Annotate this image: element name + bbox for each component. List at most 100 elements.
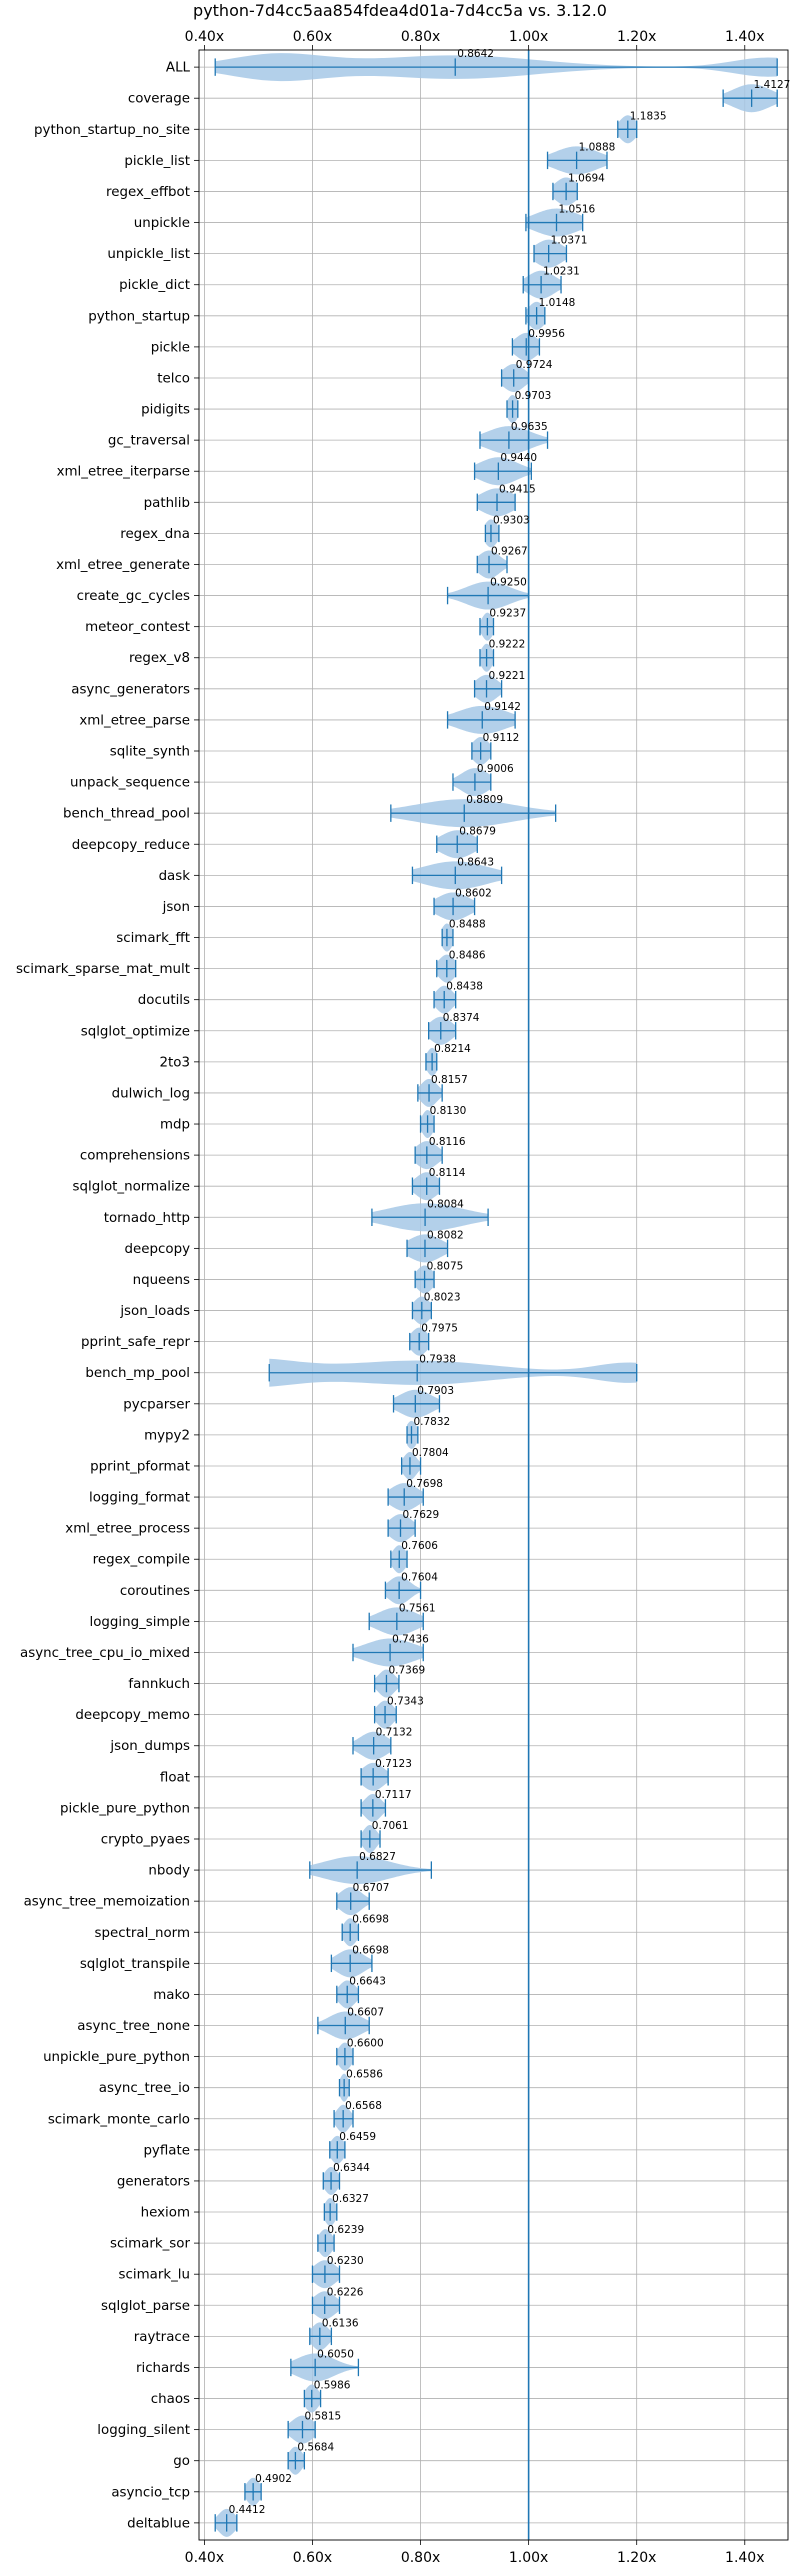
benchmark-label: spectral_norm [95,1926,190,1941]
benchmark-label: logging_format [89,1491,190,1506]
data-label: 0.8130 [430,1105,467,1117]
benchmark-label: regex_dna [120,527,190,542]
benchmark-label: async_tree_memoization [24,1895,190,1910]
benchmark-label: async_tree_io [99,2081,190,2096]
data-label: 0.8679 [459,825,496,837]
data-label: 0.9440 [500,452,537,464]
benchmark-label: pickle_list [124,154,190,169]
data-label: 0.9142 [484,701,521,713]
data-label: 0.8023 [424,1292,461,1304]
benchmark-label: json_loads [119,1304,190,1319]
data-label: 1.0888 [579,141,616,153]
benchmark-label: pprint_safe_repr [81,1335,190,1350]
benchmark-label: json [162,900,190,915]
benchmark-label: regex_v8 [129,651,190,666]
x-tick-label-bottom: 0.80x [401,2550,440,2566]
benchmark-label: sqlite_synth [110,745,190,760]
data-label: 0.9221 [489,670,526,682]
x-tick-label-bottom: 1.40x [725,2550,764,2566]
data-label: 0.8082 [427,1229,464,1241]
benchmark-label: xml_etree_generate [56,558,190,573]
plot-frame [198,49,789,2541]
benchmark-label: mypy2 [144,1428,190,1443]
data-label: 0.6050 [317,2348,354,2360]
data-label: 0.6698 [352,1944,389,1956]
benchmark-label: docutils [138,993,190,1008]
benchmark-label: nqueens [133,1273,190,1288]
benchmark-label: generators [117,2174,190,2189]
data-label: 1.0516 [559,204,596,216]
benchmark-label: scimark_lu [119,2268,190,2283]
benchmark-label: async_generators [71,682,190,697]
data-label: 0.6344 [333,2162,370,2174]
benchmark-label: tornado_http [104,1211,190,1226]
benchmark-label: crypto_pyaes [101,1832,190,1847]
benchmark-label: pickle_pure_python [60,1801,190,1816]
data-label: 0.7436 [392,1633,429,1645]
data-label: 0.9724 [516,359,553,371]
data-label: 0.7832 [413,1416,450,1428]
benchmark-label: sqlglot_normalize [73,1180,190,1195]
benchmark-label: unpickle [134,216,190,231]
data-label: 0.6226 [327,2286,364,2298]
benchmark-label: async_tree_cpu_io_mixed [20,1646,190,1661]
benchmark-label: coverage [128,92,190,107]
data-label: 0.6698 [352,1913,389,1925]
benchmark-label: unpack_sequence [70,776,190,791]
data-label: 0.8643 [457,856,494,868]
data-label: 0.7561 [399,1602,436,1614]
benchmark-label: pidigits [141,403,190,418]
benchmark-label: pyflate [143,2143,190,2158]
data-label: 0.7606 [401,1540,438,1552]
data-label: 1.1835 [630,110,667,122]
data-label: 0.4902 [255,2473,292,2485]
data-label: 0.7903 [417,1385,454,1397]
data-label: 0.7604 [401,1571,438,1583]
x-tick-label-top: 1.20x [617,29,656,45]
benchmark-label: sqlglot_transpile [80,1957,190,1972]
benchmark-label: deepcopy_reduce [72,838,190,853]
data-label: 1.0148 [539,297,576,309]
data-label: 0.6643 [349,1975,386,1987]
data-label: 0.9237 [489,608,526,620]
data-label: 0.9415 [499,483,536,495]
data-label: 0.8114 [429,1167,466,1179]
axis-layer [194,45,789,2545]
benchmark-label: xml_etree_iterparse [57,465,190,480]
grid-layer [199,50,788,2540]
benchmark-label: coroutines [120,1584,190,1599]
benchmark-label: logging_simple [89,1615,190,1630]
data-label: 0.6607 [347,2007,384,2019]
violin-layer [214,53,778,2537]
benchmark-label: dulwich_log [112,1086,190,1101]
benchmark-label: dask [159,869,191,884]
data-label: 0.8486 [449,950,486,962]
benchmark-label: chaos [151,2392,190,2407]
benchmark-label: sqlglot_parse [101,2299,190,2314]
data-label: 0.7117 [375,1789,412,1801]
benchmark-label: pickle_dict [119,278,190,293]
x-tick-label-bottom: 0.40x [185,2550,224,2566]
data-label: 0.6707 [353,1882,390,1894]
benchmark-label: pycparser [123,1397,190,1412]
data-label: 0.7938 [419,1354,456,1366]
data-label: 0.9303 [493,514,530,526]
data-label: 0.9006 [477,763,514,775]
benchmark-label: nbody [148,1864,190,1879]
data-label: 0.8214 [434,1043,471,1055]
data-label: 0.8488 [449,919,486,931]
benchmark-label: deepcopy [125,1242,191,1257]
data-label: 0.7975 [421,1323,458,1335]
benchmark-label: scimark_monte_carlo [48,2112,190,2127]
benchmark-label: gc_traversal [108,434,190,449]
data-label: 0.9267 [491,545,528,557]
data-label: 0.5986 [314,2380,351,2392]
data-label: 1.0694 [568,172,605,184]
data-label: 0.5815 [304,2411,341,2423]
data-label: 0.7061 [372,1820,409,1832]
data-label: 0.7698 [406,1478,443,1490]
benchmark-label: async_tree_none [77,2019,190,2034]
benchmark-label: regex_effbot [106,185,190,200]
data-label: 1.0231 [543,266,580,278]
benchmark-label: deltablue [127,2516,190,2531]
